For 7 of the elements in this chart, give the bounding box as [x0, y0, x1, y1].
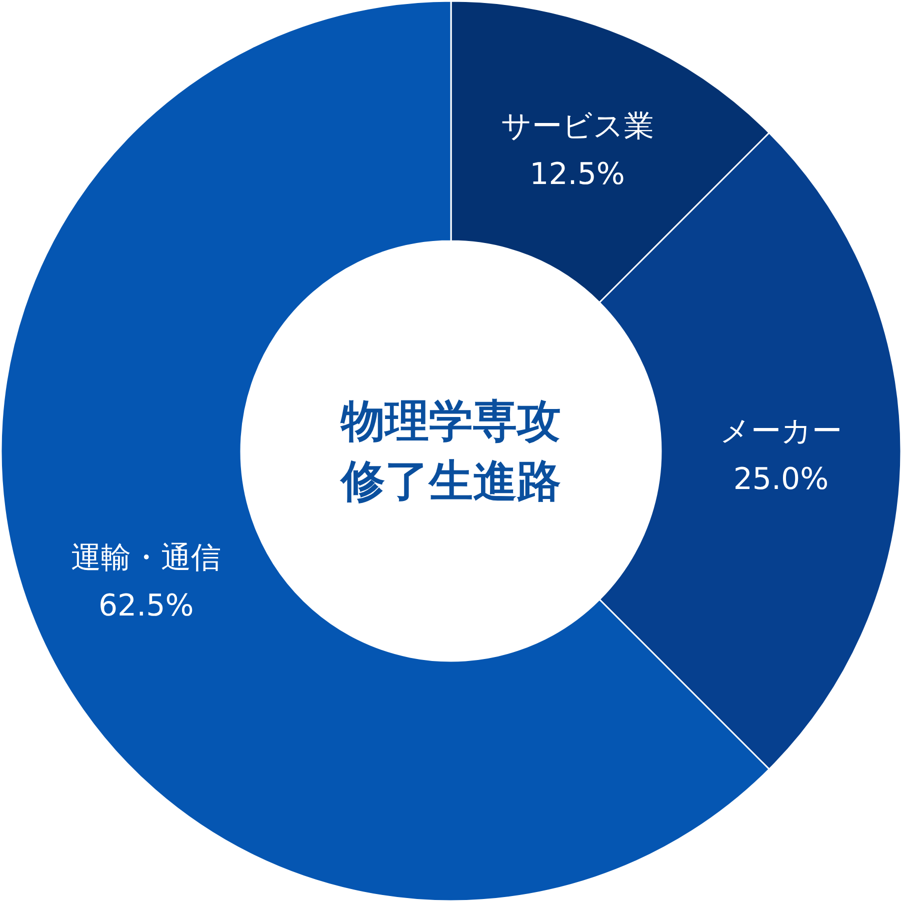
slice-label: メーカー	[720, 414, 842, 449]
data-label: 62.5%	[98, 588, 194, 624]
text: 物理学専攻修了生進路	[339, 396, 561, 507]
slice-label: 運輸・通信	[71, 540, 222, 576]
data-label: 25.0%	[733, 462, 829, 497]
slice-label: サービス業	[500, 109, 654, 144]
data-label: 12.5%	[530, 157, 625, 192]
